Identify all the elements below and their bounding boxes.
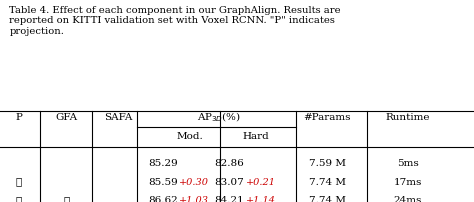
Text: 82.86: 82.86 [214,159,244,168]
Text: +1.14: +1.14 [246,196,275,202]
Text: +1.03: +1.03 [179,196,209,202]
Text: 5ms: 5ms [397,159,419,168]
Text: SAFA: SAFA [104,113,133,122]
Text: Runtime: Runtime [385,113,430,122]
Text: Hard: Hard [243,132,269,141]
Text: 7.74 M: 7.74 M [309,178,346,186]
Text: 24ms: 24ms [393,196,422,202]
Text: +0.21: +0.21 [246,178,275,186]
Text: GFA: GFA [55,113,77,122]
Text: 17ms: 17ms [393,178,422,186]
Text: +0.30: +0.30 [179,178,209,186]
Text: 7.74 M: 7.74 M [309,196,346,202]
Text: P: P [16,113,22,122]
Text: ✓: ✓ [16,196,22,202]
Text: Mod.: Mod. [176,132,203,141]
Text: 84.21: 84.21 [214,196,244,202]
Text: 83.07: 83.07 [214,178,244,186]
Text: Table 4. Effect of each component in our GraphAlign. Results are
reported on KIT: Table 4. Effect of each component in our… [9,6,341,36]
Text: ✓: ✓ [63,196,70,202]
Text: 85.59: 85.59 [148,178,178,186]
Text: AP$_{3D}$(%): AP$_{3D}$(%) [197,111,241,124]
Text: ✓: ✓ [16,178,22,186]
Text: 85.29: 85.29 [148,159,178,168]
Text: 7.59 M: 7.59 M [309,159,346,168]
Text: #Params: #Params [303,113,351,122]
Text: 86.62: 86.62 [148,196,178,202]
